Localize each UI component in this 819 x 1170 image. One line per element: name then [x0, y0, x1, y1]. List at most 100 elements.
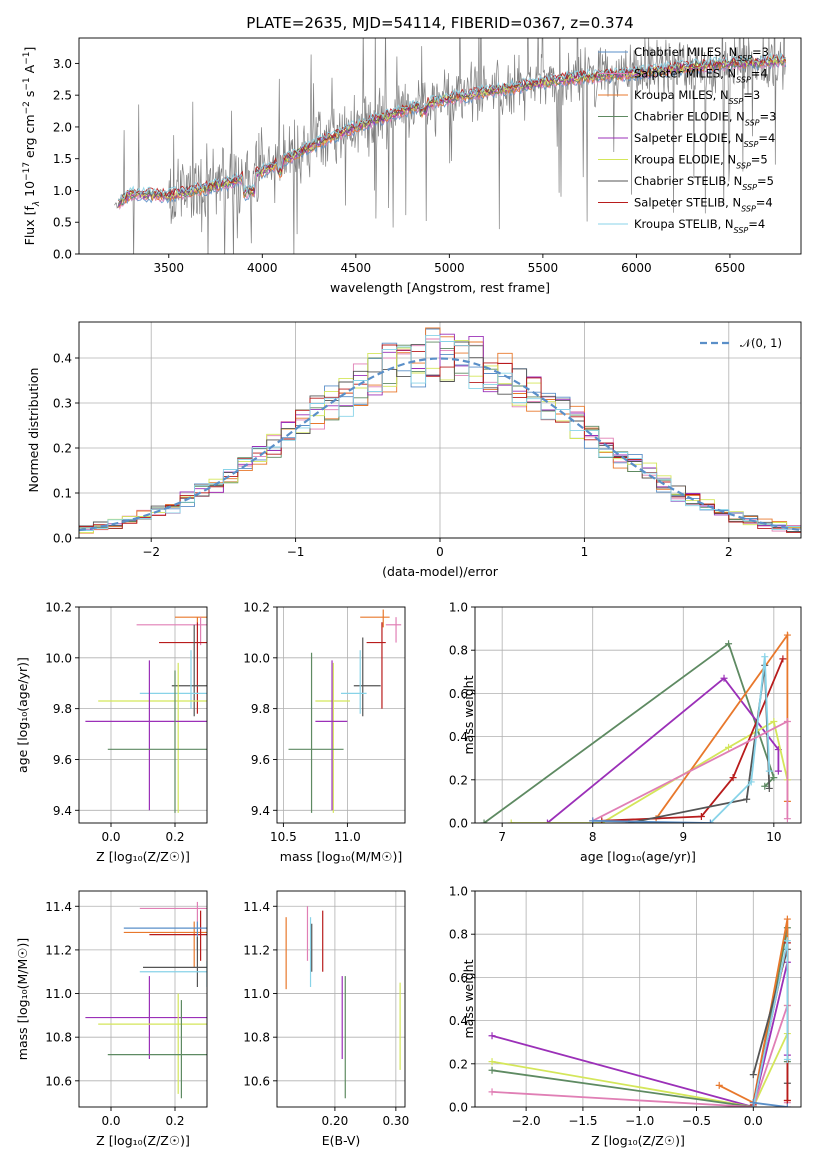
- x-tick-label: 5000: [434, 261, 465, 275]
- weight-marker: [725, 743, 733, 751]
- y-tick-label: 0.2: [449, 773, 468, 787]
- model-line-8: [117, 53, 787, 203]
- weight-marker: [749, 1071, 757, 1079]
- x-axis-label: wavelength [Angstrom, rest frame]: [330, 280, 550, 295]
- legend-nssp-value: =3: [752, 45, 769, 59]
- x-tick-label: 9: [679, 830, 687, 844]
- errorbar-point-5: [139, 650, 207, 709]
- legend-label: Chabrier MILES, NSSP=3: [634, 45, 769, 63]
- x-tick-label: −1: [287, 545, 305, 559]
- x-tick-label: 3500: [154, 261, 185, 275]
- x-tick-label: −2.0: [512, 1114, 541, 1128]
- plot-area: [480, 631, 791, 823]
- legend-label: Salpeter ELODIE, NSSP=4: [634, 131, 775, 149]
- errorbar-point-7: [85, 660, 207, 811]
- weight-marker: [783, 915, 791, 923]
- errorbar-point-7: [315, 660, 348, 811]
- weight-marker: [589, 817, 597, 823]
- errorbar-point-6: [98, 662, 207, 813]
- legend-nssp-value: =4: [751, 67, 768, 81]
- weight-marker: [507, 819, 515, 823]
- plot-area: [85, 616, 207, 813]
- y-label-part: 10: [22, 181, 37, 201]
- y-axis-label: mass [log₁₀(M/M☉)]: [15, 938, 30, 1060]
- x-axis-label: Z [log₁₀(Z/Z☉)]: [96, 1133, 190, 1148]
- legend-series-name: Salpeter ELODIE, N: [634, 131, 744, 145]
- y-tick-label: 11.2: [243, 943, 270, 957]
- x-tick-label: 7: [498, 830, 506, 844]
- legend-label: Kroupa MILES, NSSP=3: [634, 88, 760, 106]
- legend-label: Chabrier STELIB, NSSP=5: [634, 174, 774, 192]
- axes-frame: [474, 606, 802, 824]
- weight-marker: [783, 1097, 791, 1105]
- y-axis-label: Normed distribution: [26, 368, 41, 493]
- y-tick-label: 11.4: [243, 900, 270, 914]
- x-tick-label: 6500: [715, 261, 746, 275]
- axes-frame: [474, 890, 802, 1108]
- chart-title: PLATE=2635, MJD=54114, FIBERID=0367, z=0…: [246, 14, 633, 32]
- weight-marker: [747, 778, 755, 786]
- plot-area: [114, 38, 787, 254]
- plot-area: [288, 609, 402, 813]
- x-tick-label: 0.0: [101, 830, 120, 844]
- x-tick-label: −1.5: [568, 1114, 597, 1128]
- weight-marker: [729, 774, 737, 782]
- weight-marker: [765, 767, 773, 775]
- legend-nssp-value: =4: [758, 131, 775, 145]
- plot-area: [285, 906, 401, 1099]
- x-tick-label: 0.20: [322, 1114, 349, 1128]
- legend-subscript: SSP: [737, 54, 752, 63]
- y-label-part: −1: [22, 52, 32, 65]
- x-tick-label: 0: [436, 545, 444, 559]
- x-tick-label: −2: [142, 545, 160, 559]
- weight-marker: [783, 815, 791, 823]
- weight-marker: [783, 631, 791, 639]
- y-axis-label: mass weight: [461, 959, 476, 1038]
- y-axis-label: Flux [fλ 10−17 erg cm−2 s−1 A−1]: [22, 47, 42, 246]
- legend-series-name: Chabrier STELIB, N: [634, 174, 742, 188]
- y-tick-label: 10.2: [243, 601, 270, 615]
- legend-subscript: SSP: [744, 140, 759, 149]
- legend-label: Chabrier ELODIE, NSSP=3: [634, 110, 776, 128]
- panel-6: 0.0 0.2 10.6 10.8 11.0 11.2 11.4 Z [log₁₀(Z/Z☉)…: [15, 890, 208, 1148]
- legend-subscript: SSP: [736, 161, 751, 170]
- x-tick-label: 4500: [341, 261, 372, 275]
- y-tick-label: 0.6: [449, 971, 468, 985]
- weight-marker: [770, 717, 778, 725]
- x-axis-label: age [log₁₀(age/yr)]: [580, 849, 696, 864]
- x-axis-label: Z [log₁₀(Z/Z☉)]: [96, 849, 190, 864]
- errorbar-point-5: [143, 936, 207, 987]
- legend-subscript: SSP: [742, 183, 757, 192]
- weight-marker: [697, 813, 705, 821]
- legend-label: Kroupa STELIB, NSSP=4: [634, 217, 765, 235]
- y-label-part: s: [22, 91, 37, 102]
- weight-marker: [480, 819, 488, 823]
- errorbar-point-4: [171, 624, 207, 717]
- y-axis-label: age [log₁₀(age/yr)]: [15, 657, 30, 773]
- x-tick-label: 10: [766, 830, 781, 844]
- legend-nssp-value: =4: [756, 196, 773, 210]
- weight-marker: [725, 640, 733, 648]
- errorbar-point-1: [360, 609, 390, 628]
- x-tick-label: 5500: [528, 261, 559, 275]
- y-tick-label: 9.8: [53, 702, 72, 716]
- panel-8: −2.0 −1.5 −1.0 −0.5 0.0 0.0 0.2 0.4 0.6 0.8 1.0 Z […: [449, 885, 802, 1148]
- weight-marker: [770, 774, 778, 782]
- y-tick-label: 9.4: [251, 804, 270, 818]
- y-tick-label: 9.6: [251, 753, 270, 767]
- y-tick-label: 2.5: [53, 89, 72, 103]
- weight-marker: [783, 717, 791, 725]
- model-line-4: [117, 57, 786, 206]
- legend-nssp-value: =4: [748, 217, 765, 231]
- weight-marker: [743, 795, 751, 803]
- y-tick-label: 10.2: [45, 601, 72, 615]
- errorbar-point-9: [107, 1000, 207, 1099]
- y-tick-label: 10.6: [45, 1074, 72, 1088]
- weight-marker: [779, 655, 787, 663]
- x-tick-label: 10.5: [270, 830, 297, 844]
- y-tick-label: 2.0: [53, 120, 72, 134]
- errorbar-point-6: [315, 662, 350, 813]
- weight-line-7: [709, 656, 771, 823]
- errorbar-point-2: [136, 617, 207, 646]
- y-tick-label: 9.6: [53, 753, 72, 767]
